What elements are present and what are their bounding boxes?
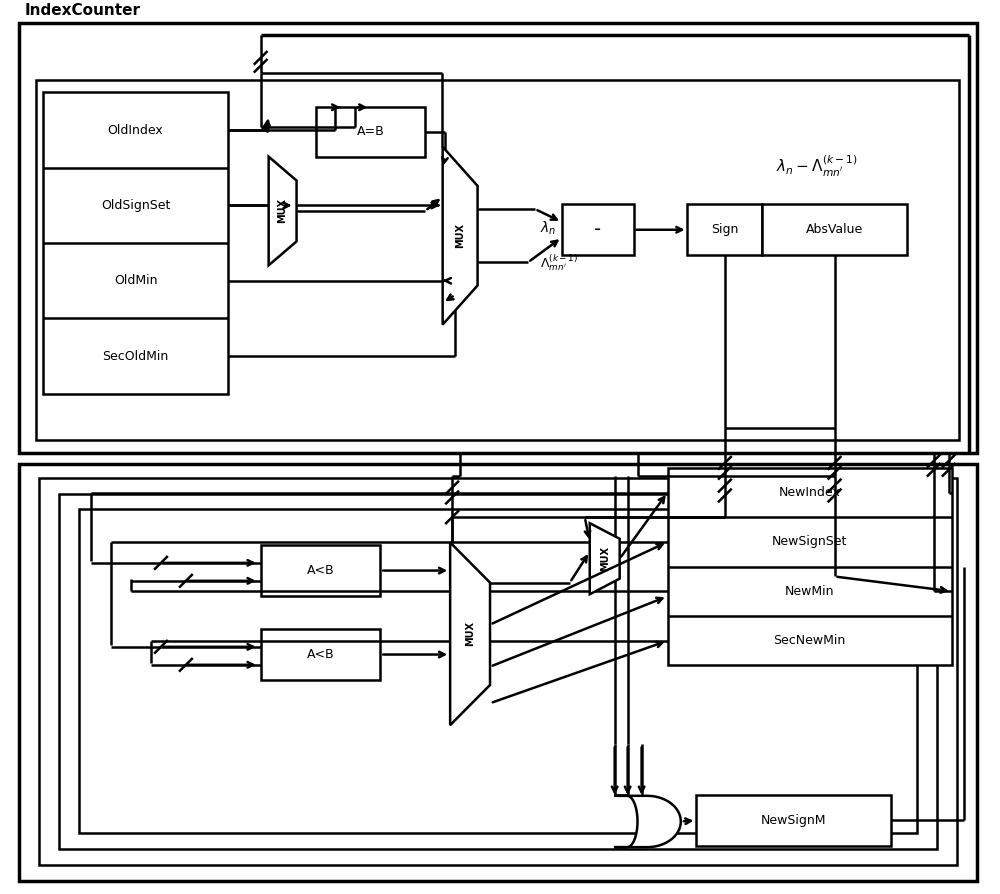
Text: SecOldMin: SecOldMin [102, 350, 169, 363]
Bar [19, 464, 977, 881]
Text: A<B: A<B [307, 648, 334, 661]
Text: $\Lambda^{(k-1)}_{mn^{\prime}}$: $\Lambda^{(k-1)}_{mn^{\prime}}$ [540, 252, 578, 273]
Text: OldMin: OldMin [114, 274, 157, 287]
Bar [687, 204, 762, 256]
Polygon shape [450, 543, 490, 725]
Text: MUX: MUX [455, 224, 465, 249]
Text: SecNewMin: SecNewMin [774, 634, 846, 647]
Text: OldIndex: OldIndex [108, 123, 163, 137]
Bar [696, 795, 891, 847]
Bar [261, 628, 380, 680]
Text: NewMin: NewMin [785, 585, 834, 598]
Polygon shape [443, 147, 478, 325]
Text: -: - [594, 220, 601, 240]
Bar [762, 204, 907, 256]
Text: $\lambda_n - \Lambda^{(k-1)}_{mn^{\prime}}$: $\lambda_n - \Lambda^{(k-1)}_{mn^{\prime… [776, 154, 858, 179]
Text: MUX: MUX [465, 621, 475, 646]
Text: OldSignSet: OldSignSet [101, 199, 170, 212]
Text: A=B: A=B [356, 125, 384, 139]
Text: A<B: A<B [307, 564, 334, 577]
Text: Sign: Sign [711, 224, 739, 236]
Bar [19, 23, 977, 453]
Bar [36, 80, 959, 440]
Text: NewSignSet: NewSignSet [772, 536, 847, 548]
Polygon shape [269, 156, 297, 266]
Bar [562, 204, 634, 256]
Text: NewIndex: NewIndex [779, 486, 841, 499]
Bar [59, 493, 937, 849]
Text: $\lambda_n$: $\lambda_n$ [540, 220, 556, 238]
Bar [43, 92, 228, 393]
Bar [668, 468, 952, 665]
Text: IndexCounter: IndexCounter [24, 4, 140, 19]
Bar [261, 544, 380, 596]
Polygon shape [590, 523, 620, 595]
Text: MUX: MUX [600, 546, 610, 571]
Text: NewSignM: NewSignM [761, 814, 826, 827]
Text: AbsValue: AbsValue [806, 224, 863, 236]
Text: MUX: MUX [278, 198, 288, 224]
Bar [316, 107, 425, 156]
Bar [79, 510, 917, 833]
Polygon shape [614, 796, 681, 848]
Bar [39, 477, 957, 865]
